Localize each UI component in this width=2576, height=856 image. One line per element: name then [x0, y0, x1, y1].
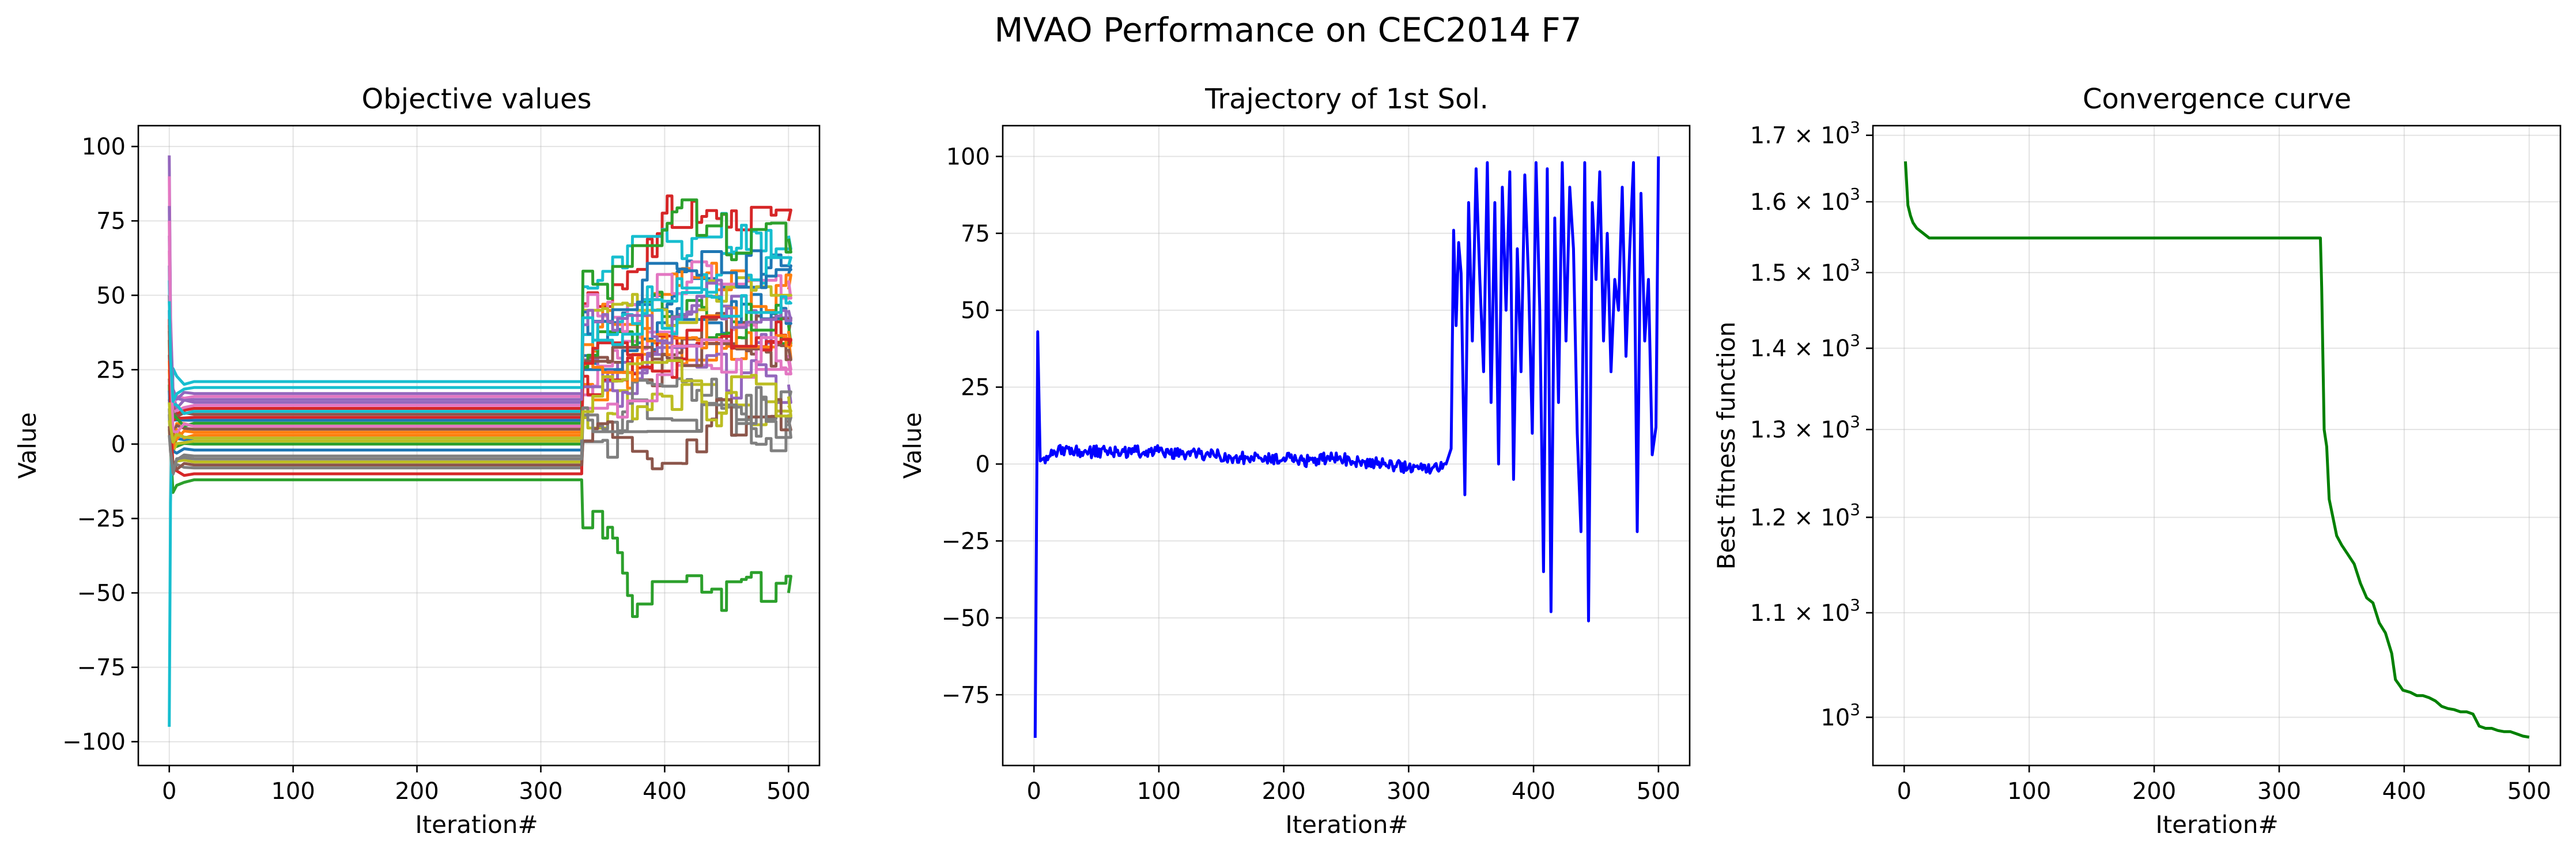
- chart-title: Convergence curve: [2083, 83, 2351, 115]
- series-line: [168, 212, 792, 727]
- x-tick-label: 200: [1261, 778, 1305, 805]
- x-tick-label: 100: [1137, 778, 1181, 805]
- y-tick-label: 103: [1820, 700, 1860, 731]
- y-tick-label: −25: [942, 528, 990, 555]
- series-line: [168, 384, 792, 619]
- x-tick-label: 100: [2007, 778, 2051, 805]
- x-tick-label: 300: [519, 778, 562, 805]
- y-tick-label: −25: [77, 506, 126, 532]
- x-tick-label: 400: [1512, 778, 1555, 805]
- x-tick-label: 400: [2382, 778, 2426, 805]
- x-axis-label: Iteration#: [1285, 810, 1408, 839]
- chart-objective-values: Objective values 0 100 200 300 400 500−100−75…: [13, 83, 821, 839]
- x-tick-label: 0: [1026, 778, 1041, 805]
- y-tick-label: 75: [961, 221, 990, 247]
- y-tick-label: −100: [62, 729, 126, 756]
- y-tick-label: 1.6 × 103: [1750, 184, 1860, 216]
- figure-title: MVAO Performance on CEC2014 F7: [994, 10, 1581, 50]
- y-tick-label: 1.1 × 103: [1750, 595, 1860, 627]
- series-line: [1033, 156, 1660, 738]
- series-line: [168, 262, 792, 448]
- series-line: [168, 198, 792, 428]
- series-line: [168, 394, 792, 474]
- y-tick-label: 25: [961, 375, 990, 401]
- y-axis-label: Value: [898, 412, 927, 478]
- y-tick-label: −50: [77, 580, 126, 607]
- y-tick-label: 0: [976, 451, 990, 478]
- y-axis-label: Best fitness function: [1712, 322, 1740, 570]
- chart-convergence-curve: Convergence curve 0 100 200 300 400 500 103 1.1…: [1712, 83, 2562, 839]
- x-tick-label: 500: [1637, 778, 1680, 805]
- x-tick-label: 500: [2507, 778, 2551, 805]
- y-tick-label: 100: [946, 144, 990, 170]
- series-line: [168, 398, 792, 472]
- y-tick-label: 1.3 × 103: [1750, 412, 1860, 443]
- series-line: [168, 285, 792, 403]
- series-line: [168, 377, 792, 470]
- x-tick-label: 400: [643, 778, 686, 805]
- y-tick-label: −75: [77, 655, 126, 681]
- plot-frame: [1002, 125, 1691, 767]
- chart-trajectory-1st-sol: Trajectory of 1st Sol. 0 100 200 300 400 500−…: [898, 83, 1691, 839]
- y-tick-label: 25: [96, 357, 126, 383]
- x-tick-label: 500: [766, 778, 810, 805]
- plot-frame: [1872, 125, 2562, 767]
- series-line: [168, 276, 792, 454]
- y-tick-label: 1.7 × 103: [1750, 118, 1860, 149]
- y-tick-label: 0: [111, 431, 126, 458]
- x-axis-label: Iteration#: [415, 810, 538, 839]
- series-line: [168, 155, 792, 410]
- series-line: [168, 342, 792, 436]
- x-tick-label: 0: [1897, 778, 1912, 805]
- y-tick-label: 1.2 × 103: [1750, 500, 1860, 531]
- series-line: [168, 398, 792, 476]
- series-line: [168, 359, 792, 444]
- x-tick-label: 300: [2257, 778, 2301, 805]
- x-tick-label: 100: [271, 778, 315, 805]
- y-tick-label: 50: [96, 282, 126, 309]
- plot-frame: [137, 125, 821, 767]
- series-line: [168, 176, 792, 406]
- x-tick-label: 200: [2132, 778, 2176, 805]
- x-tick-label: 300: [1387, 778, 1430, 805]
- series-line: [168, 206, 792, 402]
- y-tick-label: −75: [942, 682, 990, 708]
- y-tick-label: 75: [96, 208, 126, 235]
- chart-title: Objective values: [362, 83, 592, 115]
- y-axis-label: Value: [13, 412, 41, 478]
- x-tick-label: 200: [395, 778, 439, 805]
- y-tick-label: −50: [942, 605, 990, 632]
- chart-title: Trajectory of 1st Sol.: [1204, 83, 1489, 115]
- y-tick-label: 1.5 × 103: [1750, 255, 1860, 286]
- x-axis-label: Iteration#: [2155, 810, 2278, 839]
- series-line: [1903, 161, 2530, 739]
- y-tick-label: 1.4 × 103: [1750, 331, 1860, 362]
- y-tick-label: 100: [82, 134, 126, 160]
- x-tick-label: 0: [162, 778, 176, 805]
- y-tick-label: 50: [961, 297, 990, 324]
